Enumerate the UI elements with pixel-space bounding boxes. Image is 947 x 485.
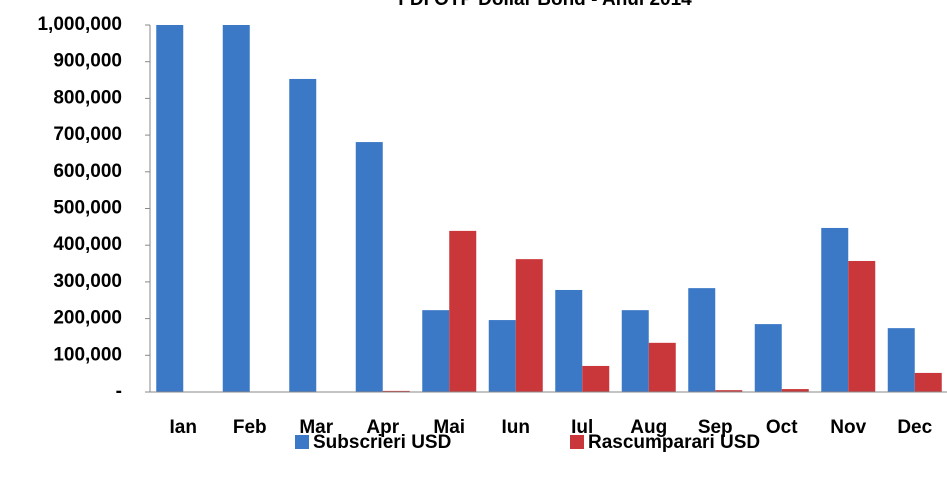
- bar: [382, 390, 410, 392]
- x-tick-label: Feb: [233, 417, 267, 438]
- bar: [914, 372, 942, 392]
- bar: [715, 390, 743, 392]
- bar: [821, 227, 849, 392]
- y-tick-label: 500,000: [53, 198, 122, 219]
- legend-swatch: [295, 435, 309, 449]
- bar: [688, 288, 716, 392]
- bar: [621, 310, 649, 392]
- x-tick-label: Sep: [698, 417, 733, 438]
- x-tick-label: Nov: [830, 417, 866, 438]
- bar: [355, 142, 383, 392]
- bar: [289, 78, 317, 392]
- legend-swatch: [570, 435, 584, 449]
- y-tick-label: 300,000: [53, 271, 122, 292]
- bar: [488, 320, 516, 392]
- x-tick-label: Iul: [571, 417, 593, 438]
- legend-label: Subscrieri USD: [313, 432, 451, 453]
- bar: [156, 25, 184, 392]
- x-tick-label: Ian: [170, 417, 197, 438]
- y-tick-label: 800,000: [53, 87, 122, 108]
- y-tick-label: -: [116, 381, 122, 402]
- bar: [754, 324, 782, 392]
- y-tick-label: 700,000: [53, 124, 122, 145]
- y-tick-label: 600,000: [53, 161, 122, 182]
- x-tick-label: Mar: [299, 417, 333, 438]
- x-tick-label: Apr: [366, 417, 399, 438]
- chart-title: FDI OTP Dollar Bond - Anul 2014: [398, 0, 692, 10]
- bar: [515, 259, 543, 392]
- x-tick-label: Mai: [433, 417, 465, 438]
- x-tick-label: Iun: [502, 417, 531, 438]
- x-tick-label: Aug: [630, 417, 667, 438]
- y-tick-label: 900,000: [53, 51, 122, 72]
- y-tick-label: 100,000: [53, 344, 122, 365]
- bar: [582, 365, 610, 392]
- y-tick-label: 400,000: [53, 234, 122, 255]
- bar: [449, 230, 477, 392]
- legend-label: Rascumparari USD: [588, 432, 760, 453]
- bar: [887, 328, 915, 392]
- bar: [422, 310, 450, 392]
- bar: [781, 389, 809, 392]
- bar: [848, 260, 876, 392]
- x-tick-label: Oct: [766, 417, 798, 438]
- bar: [648, 342, 676, 392]
- y-tick-label: 1,000,000: [37, 14, 122, 35]
- bar: [555, 289, 583, 392]
- y-tick-label: 200,000: [53, 308, 122, 329]
- bar: [222, 25, 250, 392]
- x-tick-label: Dec: [897, 417, 932, 438]
